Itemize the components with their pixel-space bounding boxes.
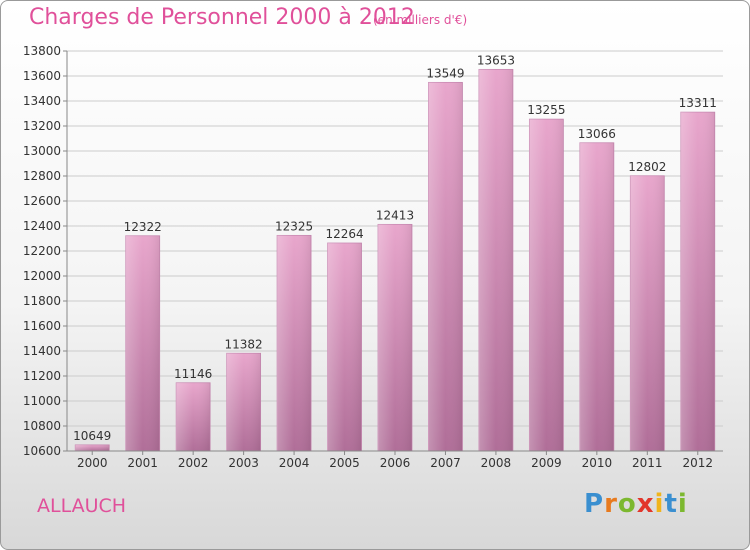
x-tick-label: 2004 (279, 456, 310, 470)
y-axis-ticks: 10600 10800 11000 11200 11400 11600 11800 12000… (23, 44, 67, 458)
x-tick-label: 2007 (430, 456, 461, 470)
logo-letter: P (584, 489, 605, 519)
data-label: 13311 (679, 96, 717, 110)
data-label: 13066 (578, 127, 616, 141)
logo-letter: r (604, 489, 618, 519)
y-tick-label: 13200 (23, 119, 61, 133)
x-tick-label: 2003 (228, 456, 259, 470)
x-tick-label: 2005 (329, 456, 360, 470)
x-tick-label: 2006 (380, 456, 411, 470)
logo-letter: i (677, 489, 688, 519)
data-label: 13653 (477, 53, 515, 67)
bars: 10649 12322 11146 11382 12325 12264 12413 13549… (73, 53, 717, 452)
logo-letter: i (654, 489, 665, 519)
y-tick-label: 12400 (23, 219, 61, 233)
bar-shade (125, 235, 160, 451)
y-tick-label: 11400 (23, 344, 61, 358)
y-tick-label: 10600 (23, 444, 61, 458)
bar-shade (478, 69, 513, 451)
bar-shade (277, 235, 312, 451)
bar-shade (428, 82, 463, 451)
x-tick-label: 2008 (481, 456, 512, 470)
y-tick-label: 13800 (23, 44, 61, 58)
logo-letter: o (617, 489, 637, 519)
data-label: 12325 (275, 219, 313, 233)
commune-name: ALLAUCH (37, 495, 127, 517)
x-axis-ticks: 2000 2001 2002 2003 2004 2005 2006 2007 2008 2009… (77, 451, 713, 470)
y-tick-label: 12800 (23, 169, 61, 183)
data-label: 11382 (225, 337, 263, 351)
x-tick-label: 2012 (682, 456, 713, 470)
x-tick-label: 2011 (632, 456, 663, 470)
y-tick-label: 13600 (23, 69, 61, 83)
data-label: 12802 (628, 160, 666, 174)
y-tick-label: 11600 (23, 319, 61, 333)
bar-shade (529, 119, 564, 451)
data-label: 13255 (527, 103, 565, 117)
y-tick-label: 12200 (23, 244, 61, 258)
bar-shade (176, 382, 211, 451)
x-tick-label: 2010 (582, 456, 613, 470)
logo-letter: t (664, 489, 678, 519)
x-tick-label: 2001 (127, 456, 158, 470)
x-tick-label: 2002 (178, 456, 209, 470)
logo-letter: x (636, 489, 655, 519)
data-label: 12322 (124, 220, 162, 234)
y-tick-label: 13400 (23, 94, 61, 108)
data-label: 11146 (174, 367, 212, 381)
data-label: 13549 (426, 66, 464, 80)
chart-title: Charges de Personnel 2000 à 2012 (29, 5, 415, 30)
bar-shade (327, 243, 362, 451)
x-tick-label: 2009 (531, 456, 562, 470)
bar-shade (630, 175, 665, 451)
y-tick-label: 12000 (23, 269, 61, 283)
y-tick-label: 13000 (23, 144, 61, 158)
y-tick-label: 10800 (23, 419, 61, 433)
bar-shade (378, 224, 412, 451)
data-label: 10649 (73, 429, 111, 443)
chart-subtitle: (en milliers d'€) (373, 13, 468, 27)
bar-shade (226, 353, 261, 451)
y-tick-label: 11200 (23, 369, 61, 383)
bar-shade (75, 444, 110, 451)
data-label: 12264 (325, 227, 363, 241)
bar-shade (579, 142, 614, 451)
x-tick-label: 2000 (77, 456, 108, 470)
bar-shade (680, 112, 715, 451)
y-tick-label: 11000 (23, 394, 61, 408)
y-tick-label: 11800 (23, 294, 61, 308)
proxiti-logo: Proxiti (584, 489, 688, 519)
y-tick-label: 12600 (23, 194, 61, 208)
data-label: 12413 (376, 208, 414, 222)
